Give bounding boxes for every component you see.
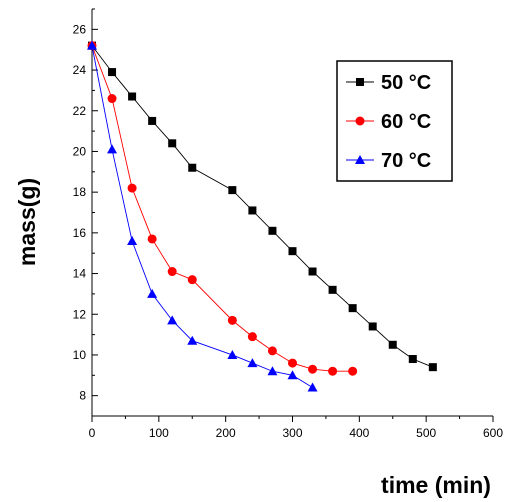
y-tick-label: 22 [73, 104, 87, 118]
y-tick-label: 20 [73, 144, 87, 158]
data-point-50-c [328, 285, 337, 294]
legend-entry-60-c: 60 °C [346, 111, 431, 133]
data-point-60-c [247, 332, 257, 342]
series-60-c [87, 41, 358, 376]
data-point-50-c [268, 226, 277, 235]
data-point-60-c [267, 346, 277, 356]
data-point-70-c [267, 366, 278, 376]
data-point-60-c [288, 358, 297, 368]
data-point-50-c [368, 322, 377, 331]
y-tick-label: 18 [73, 185, 87, 199]
data-point-70-c [167, 315, 178, 325]
data-point-70-c [127, 235, 138, 245]
data-point-50-c [168, 139, 177, 148]
x-tick-label: 200 [216, 426, 236, 440]
legend-marker-70-c [355, 155, 365, 164]
data-point-50-c [188, 163, 197, 172]
data-point-60-c [107, 94, 117, 104]
x-tick-label: 300 [282, 426, 302, 440]
legend-entry-70-c: 70 °C [346, 150, 431, 172]
data-point-70-c [247, 358, 258, 368]
x-tick-label: 100 [149, 426, 169, 440]
x-axis-title: time (min) [381, 472, 491, 498]
data-point-60-c [127, 183, 137, 193]
y-tick-label: 26 [73, 22, 87, 36]
x-tick-label: 600 [483, 426, 503, 440]
y-tick-label: 16 [73, 226, 87, 240]
y-tick-label: 8 [79, 389, 86, 403]
data-point-50-c [288, 247, 297, 256]
legend-entry-50-c: 50 °C [346, 72, 431, 94]
y-axis-title: mass(g) [14, 178, 40, 266]
y-tick-label: 24 [73, 63, 87, 77]
data-point-60-c [167, 267, 177, 277]
data-point-60-c [308, 364, 318, 374]
data-point-50-c [248, 206, 257, 215]
axes: 0 100 200 300 400 500 600 8 10 12 14 16 18 20 22 24 26 [73, 8, 503, 440]
series-70-c [87, 40, 318, 392]
x-tick-label: 0 [89, 426, 96, 440]
legend-marker-50-c [356, 78, 364, 86]
data-point-60-c [187, 275, 197, 285]
data-point-50-c [408, 355, 417, 364]
data-point-70-c [87, 40, 97, 50]
data-point-60-c [147, 234, 157, 244]
data-point-70-c [287, 370, 298, 380]
legend-label-60-c: 60 °C [381, 111, 431, 133]
y-tick-label: 10 [73, 348, 87, 362]
data-point-60-c [348, 366, 358, 376]
legend-label-70-c: 70 °C [381, 150, 431, 172]
data-point-50-c [308, 267, 317, 276]
x-tick-label: 500 [416, 426, 436, 440]
data-point-70-c [147, 288, 158, 298]
data-point-60-c [328, 366, 338, 376]
data-point-70-c [107, 144, 118, 154]
data-point-50-c [228, 186, 237, 195]
legend: 50 °C 60 °C 70 °C [336, 60, 453, 182]
series-line-70-c [91, 45, 313, 388]
data-point-50-c [108, 68, 117, 77]
data-point-70-c [227, 349, 238, 359]
x-tick-label: 400 [349, 426, 369, 440]
y-tick-label: 12 [73, 307, 87, 321]
series-layer [87, 40, 437, 392]
data-point-50-c [128, 92, 137, 101]
data-point-70-c [187, 335, 198, 345]
data-point-50-c [388, 340, 397, 349]
legend-marker-60-c [355, 116, 365, 126]
y-tick-label: 14 [73, 267, 87, 281]
data-point-50-c [348, 304, 357, 313]
series-50-c [88, 41, 437, 372]
data-point-70-c [307, 382, 318, 392]
data-point-50-c [148, 116, 157, 125]
legend-label-50-c: 50 °C [381, 72, 431, 94]
data-point-60-c [227, 315, 237, 325]
data-point-50-c [428, 363, 437, 372]
